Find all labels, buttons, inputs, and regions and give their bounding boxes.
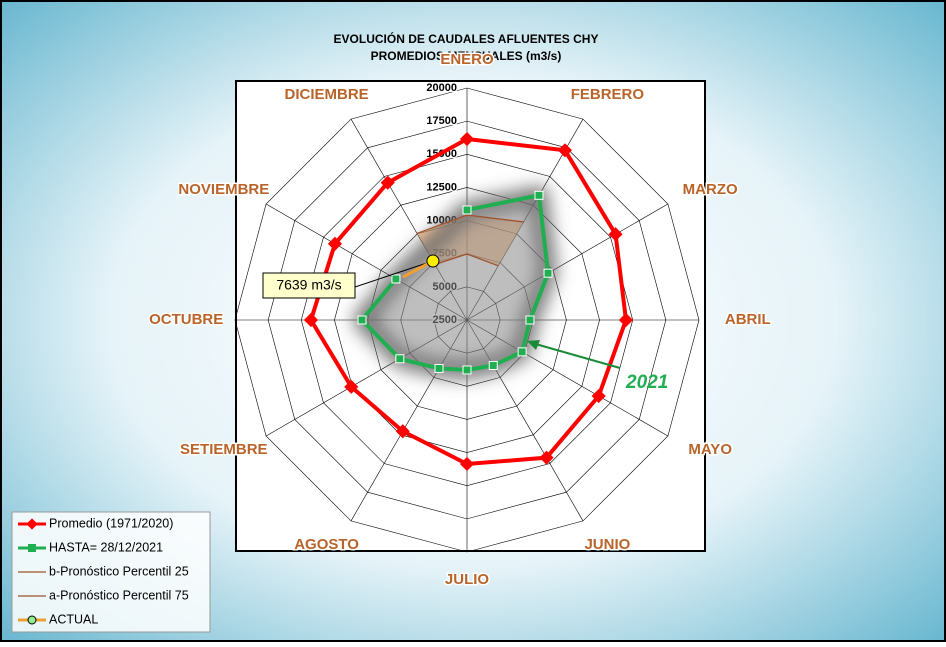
category-label: AGOSTO xyxy=(294,536,359,553)
marker xyxy=(517,347,527,357)
marker xyxy=(344,379,359,394)
marker xyxy=(543,268,553,278)
category-label: JUNIO xyxy=(584,536,630,553)
marker xyxy=(357,315,367,325)
legend-marker xyxy=(27,615,37,625)
marker xyxy=(539,450,554,465)
r-tick-label: 20000 xyxy=(426,82,457,94)
marker xyxy=(459,131,475,147)
marker xyxy=(380,175,395,190)
marker xyxy=(591,388,606,404)
chart-subtitle: PROMEDIOS MENSUALES (m3/s) xyxy=(371,49,562,63)
leader xyxy=(354,260,434,288)
category-label: MARZO xyxy=(683,181,738,198)
category-label: ABRIL xyxy=(725,311,771,328)
marker xyxy=(618,312,634,328)
category-label: ENERO xyxy=(440,51,494,68)
legend-marker xyxy=(28,544,36,552)
category-label: DICIEMBRE xyxy=(285,86,369,103)
category-label: OCTUBRE xyxy=(149,311,223,328)
legend-label: a-Pronóstico Percentil 75 xyxy=(49,588,189,602)
marker xyxy=(525,315,535,325)
category-label: MAYO xyxy=(688,441,732,458)
r-tick-label: 17500 xyxy=(426,115,457,127)
marker xyxy=(434,363,444,373)
marker xyxy=(395,354,405,364)
marker xyxy=(391,274,401,284)
marker xyxy=(557,143,573,158)
marker xyxy=(395,424,410,439)
marker xyxy=(303,312,319,328)
marker xyxy=(608,227,623,242)
marker xyxy=(534,190,544,200)
legend-label: Promedio (1971/2020) xyxy=(49,516,173,530)
legend-label: HASTA= 28/12/2021 xyxy=(49,540,163,554)
chart-title: EVOLUCIÓN DE CAUDALES AFLUENTES CHY xyxy=(334,31,599,46)
legend-label: ACTUAL xyxy=(49,612,98,626)
category-label: SETIEMBRE xyxy=(180,441,268,458)
series-line xyxy=(434,253,499,267)
arrow xyxy=(531,342,621,369)
series-line xyxy=(416,214,524,235)
category-label: JULIO xyxy=(445,571,490,588)
label-box xyxy=(262,272,356,299)
category-label: FEBRERO xyxy=(571,86,645,103)
marker xyxy=(327,236,343,251)
arrow-head xyxy=(527,340,540,350)
annotation: 2021 xyxy=(625,372,668,393)
marker xyxy=(426,254,440,268)
category-label: NOVIEMBRE xyxy=(178,181,269,198)
data-label: 7639 m3/s xyxy=(276,277,341,293)
marker xyxy=(462,365,472,375)
marker xyxy=(459,456,475,472)
marker xyxy=(462,205,472,215)
r-tick-label: 12500 xyxy=(426,181,457,193)
legend-label: b-Pronóstico Percentil 25 xyxy=(49,564,189,578)
marker xyxy=(488,360,498,370)
